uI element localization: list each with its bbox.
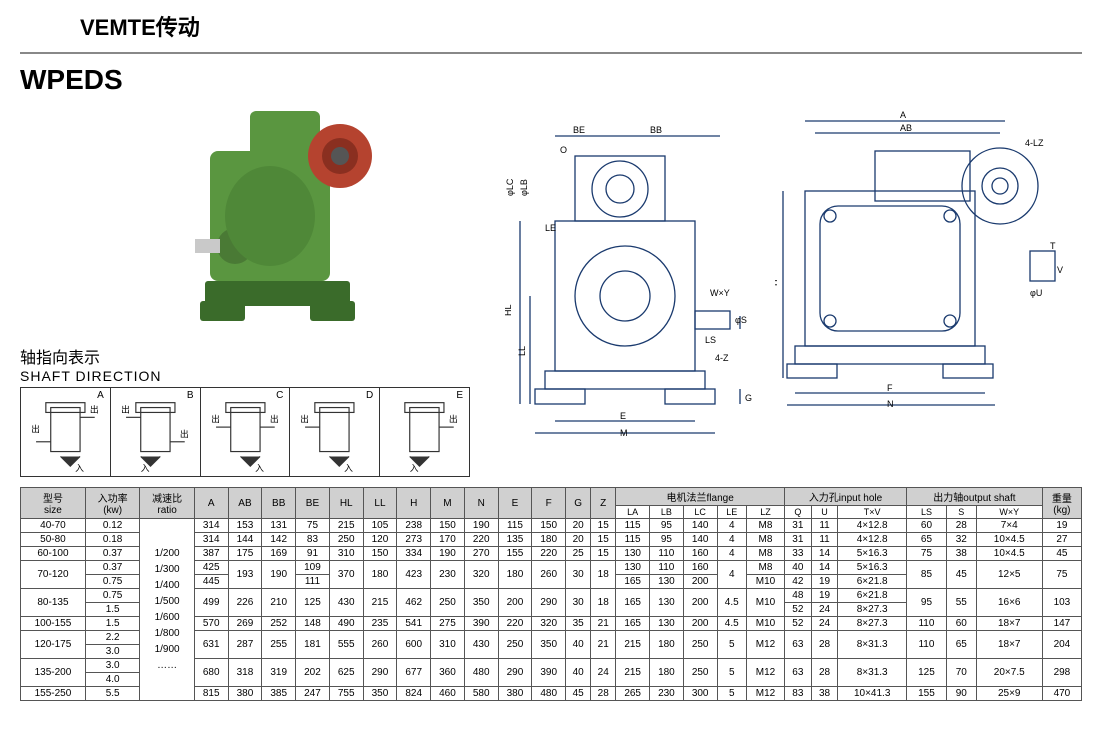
svg-text:LE: LE [545,223,556,233]
svg-text:F: F [887,383,893,393]
svg-text:O: O [560,145,567,155]
svg-text:出: 出 [269,413,278,424]
svg-text:BB: BB [650,125,662,135]
svg-text:V: V [1057,265,1063,275]
divider [20,52,1082,54]
brand-title: VEMTE传动 [80,10,1082,42]
svg-text:φS: φS [735,315,747,325]
svg-text:AB: AB [900,123,912,133]
svg-text:φLB: φLB [519,179,529,196]
model-title: WPEDS [20,64,1082,96]
svg-text:入: 入 [255,463,264,473]
svg-text:E: E [620,411,626,421]
svg-text:φLC: φLC [505,178,515,196]
spec-table: 型号 size 入功率 (kw) 减速比 ratio A AB BB BE HL… [20,487,1082,701]
svg-text:入: 入 [141,463,150,473]
svg-text:W×Y: W×Y [710,288,730,298]
svg-text:A: A [900,110,906,120]
svg-text:LL: LL [517,346,527,356]
shaft-label-cn: 轴指向表示 [20,344,490,368]
svg-text:出: 出 [211,413,220,424]
shaft-label-en: SHAFT DIRECTION [20,368,490,384]
svg-text:出: 出 [31,423,40,434]
svg-text:入: 入 [345,463,354,473]
front-diagram: BE BB O φLC φLB LE HL LL W×Y LS φS 4-Z G EM [505,101,765,441]
side-diagram: A AB 4-LZ H T V φU FN [775,101,1065,411]
svg-text:入: 入 [75,463,84,473]
svg-text:M: M [620,428,628,438]
svg-text:G: G [745,393,752,403]
svg-text:出: 出 [121,403,130,414]
svg-text:入: 入 [410,463,419,473]
svg-text:4-LZ: 4-LZ [1025,138,1044,148]
svg-text:H: H [775,280,779,287]
svg-text:HL: HL [505,304,513,316]
svg-text:出: 出 [449,413,458,424]
shaft-direction-box: A 出出入 B 出出入 C [20,387,470,477]
svg-text:出: 出 [180,428,189,439]
svg-text:φU: φU [1030,288,1042,298]
svg-text:LS: LS [705,335,716,345]
svg-text:4-Z: 4-Z [715,353,729,363]
svg-text:N: N [887,399,894,409]
svg-text:出: 出 [90,403,99,414]
svg-text:T: T [1050,241,1056,251]
svg-text:BE: BE [573,125,585,135]
product-image [195,101,385,331]
svg-text:出: 出 [301,413,310,424]
